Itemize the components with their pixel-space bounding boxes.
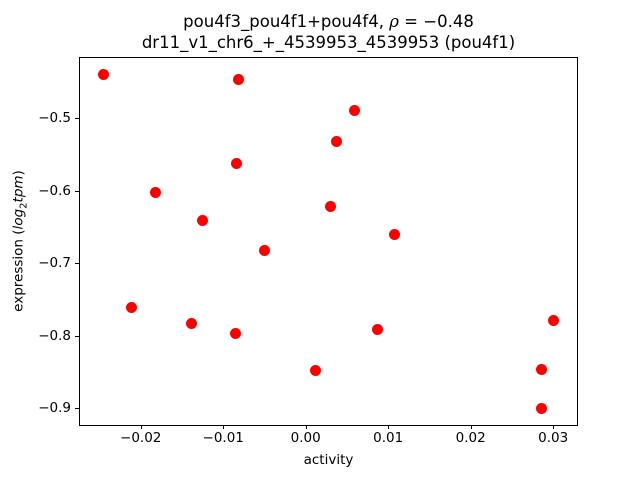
y-tick-label-0: −0.5 <box>38 110 71 127</box>
x-axis-label: activity <box>303 452 354 468</box>
data-point-12 <box>185 318 197 330</box>
x-tick-label-0: −0.02 <box>120 430 162 446</box>
data-point-17 <box>535 403 547 415</box>
data-point-10 <box>125 302 137 314</box>
data-point-14 <box>230 327 242 339</box>
x-tick-label-5: 0.03 <box>538 430 569 446</box>
data-point-8 <box>388 229 400 241</box>
chart-title-text: pou4f3_pou4f1+pou4f4, <box>183 12 390 31</box>
data-point-4 <box>231 158 243 169</box>
y-tick-label-3: −0.8 <box>38 327 71 344</box>
x-tick-mark-4 <box>470 425 472 429</box>
x-tick-label-3: 0.01 <box>373 430 404 446</box>
y-tick-mark-1 <box>75 190 79 192</box>
y-tick-mark-4 <box>75 408 79 410</box>
x-tick-label-4: 0.02 <box>455 430 486 446</box>
y-tick-label-2: −0.7 <box>38 255 71 272</box>
data-point-15 <box>535 363 547 375</box>
y-tick-mark-3 <box>75 335 79 337</box>
chart-subtitle: dr11_v1_chr6_+_4539953_4539953 (pou4f1) <box>141 33 516 52</box>
data-point-2 <box>349 105 361 117</box>
y-tick-label-1: −0.6 <box>38 182 71 199</box>
data-point-5 <box>150 187 162 198</box>
data-point-1 <box>232 73 244 85</box>
plot-area <box>79 57 578 426</box>
data-point-16 <box>309 365 321 377</box>
chart-title-line1: pou4f3_pou4f1+pou4f4, ρ = −0.48 <box>79 11 578 32</box>
y-tick-mark-2 <box>75 263 79 265</box>
data-point-11 <box>548 315 560 327</box>
x-tick-mark-0 <box>140 425 142 429</box>
data-point-9 <box>259 245 271 256</box>
rho-value: = −0.48 <box>398 12 474 31</box>
data-point-3 <box>331 136 343 148</box>
rho-symbol: ρ <box>389 12 399 31</box>
chart-title: pou4f3_pou4f1+pou4f4, ρ = −0.48 dr11_v1_… <box>79 11 578 53</box>
x-tick-label-2: 0.00 <box>290 430 321 446</box>
x-tick-mark-2 <box>305 425 307 429</box>
y-tick-mark-0 <box>75 118 79 120</box>
x-tick-label-1: −0.01 <box>202 430 244 446</box>
x-tick-mark-3 <box>388 425 390 429</box>
data-point-6 <box>325 200 337 212</box>
y-axis-label-text: expression (log2tpm) <box>10 170 30 312</box>
data-point-13 <box>372 324 384 336</box>
data-point-7 <box>197 214 209 226</box>
data-point-0 <box>97 68 109 80</box>
x-tick-mark-5 <box>553 425 555 429</box>
y-tick-label-4: −0.9 <box>38 400 71 417</box>
x-tick-mark-1 <box>223 425 225 429</box>
